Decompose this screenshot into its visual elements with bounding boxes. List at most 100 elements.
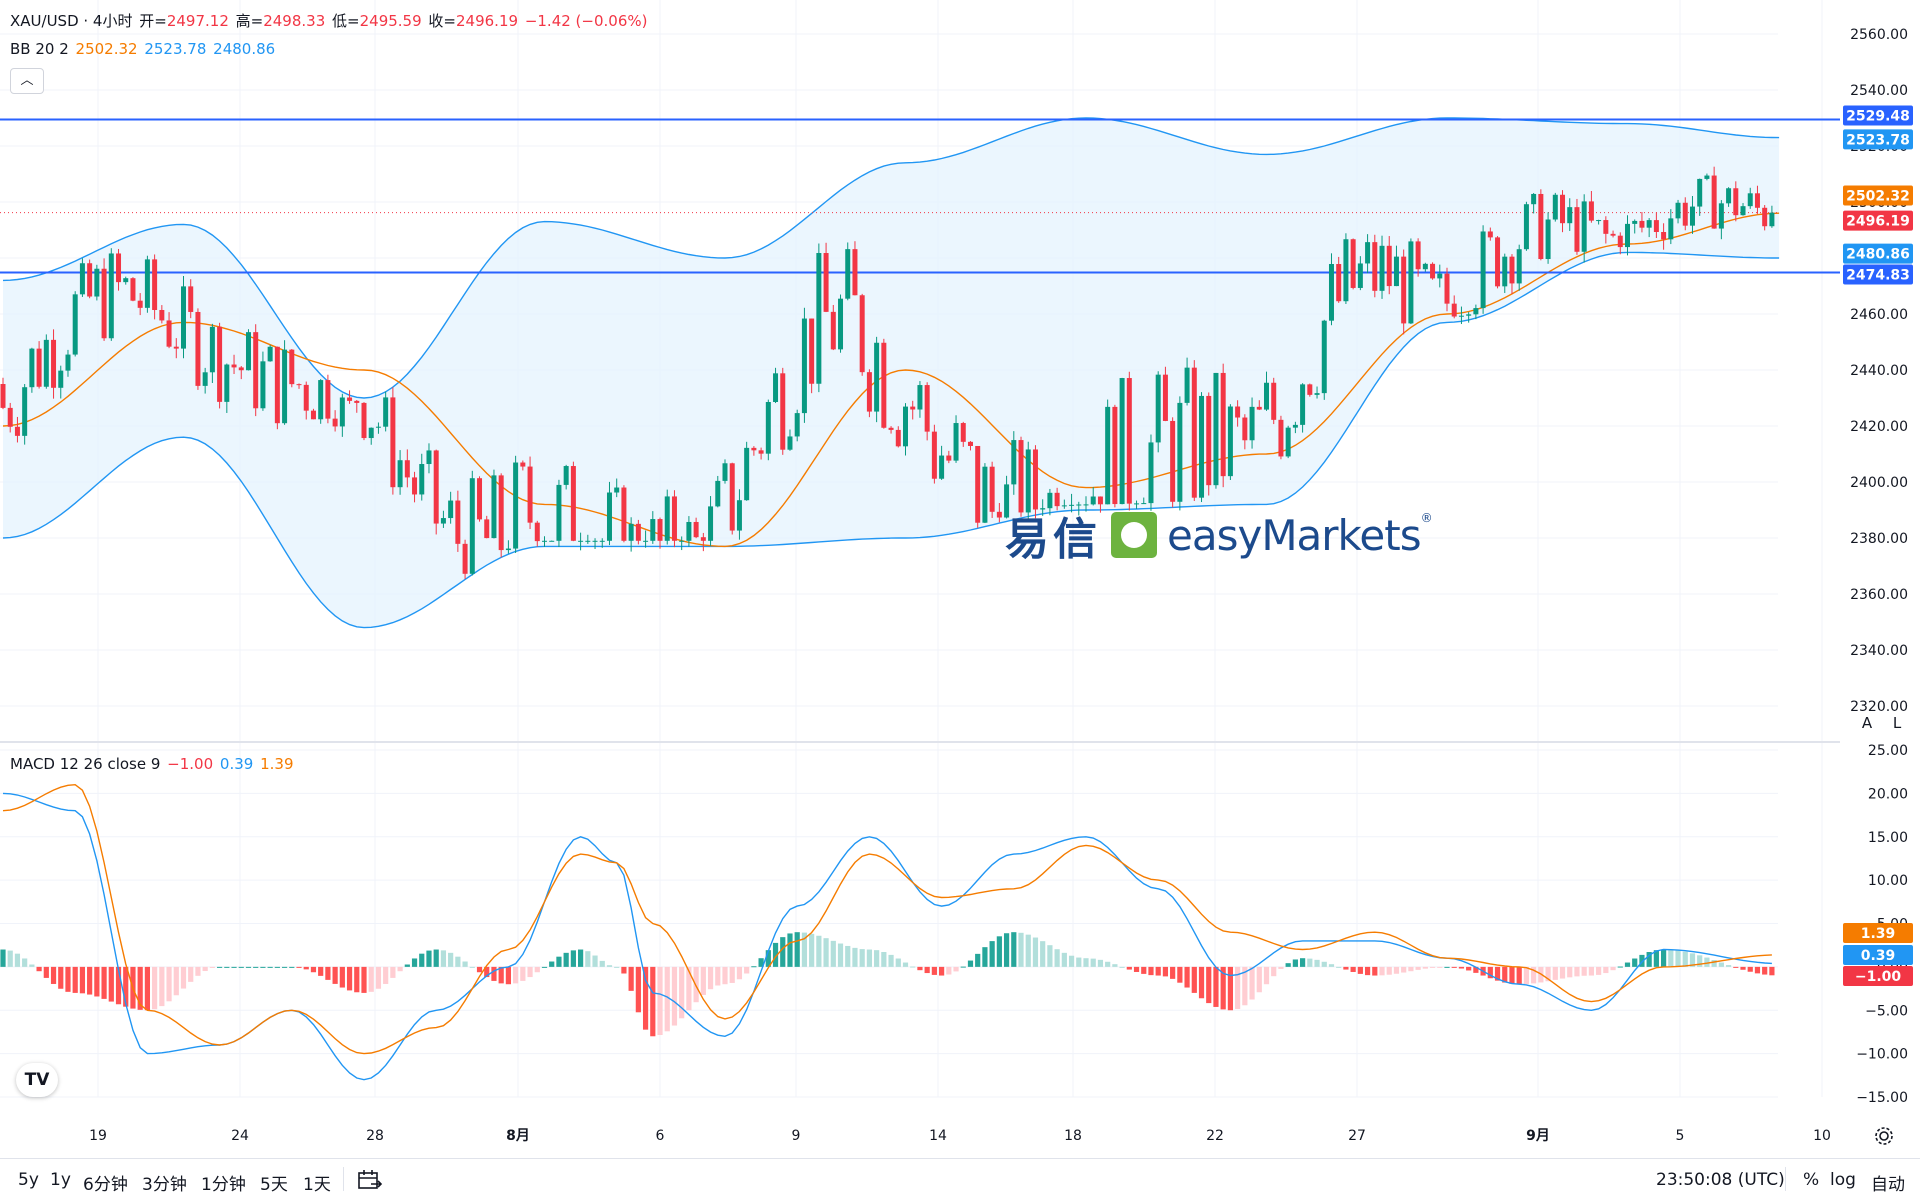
macd-hist-bar: [1177, 966, 1183, 983]
chart-canvas[interactable]: 2560.002540.002520.002500.002480.002460.…: [0, 0, 1920, 1158]
macd-hist-bar: [1588, 966, 1594, 976]
candle-body: [469, 478, 475, 574]
candle-body: [209, 326, 215, 373]
candle-body: [224, 364, 230, 402]
symbol-legend[interactable]: XAU/USD · 4小时 开=2497.12 高=2498.33 低=2495…: [10, 10, 649, 31]
time-tick-label: 8月: [506, 1128, 530, 1144]
macd-hist-bar: [1711, 959, 1717, 967]
macd-hist-bar: [339, 966, 345, 988]
macd-hist-bar: [1725, 965, 1732, 967]
macd-line-tag-bg: [1843, 945, 1913, 965]
timeframe-1y[interactable]: 1y: [50, 1170, 71, 1190]
bb-label: BB 20 2: [10, 40, 69, 58]
macd-hist-bar: [895, 958, 901, 967]
candle-body: [643, 540, 649, 542]
candle-body: [462, 543, 468, 574]
resistance-price-tag-bg: [1843, 105, 1913, 126]
last-price-tag-bg: [1843, 210, 1913, 231]
macd-legend[interactable]: MACD 12 26 close 9 −1.00 0.39 1.39: [10, 755, 296, 773]
timeframe-5y[interactable]: 5y: [18, 1170, 39, 1190]
macd-hist-bar: [1321, 961, 1327, 967]
candle-body: [722, 463, 728, 481]
settings-gear-icon[interactable]: [1873, 1125, 1895, 1147]
candle-body: [982, 466, 988, 523]
candle-body: [1653, 220, 1659, 233]
clock-time[interactable]: 23:50:08 (UTC): [1656, 1170, 1785, 1190]
candle-body: [354, 400, 360, 403]
macd-hist-bar: [1718, 962, 1724, 967]
macd-hist-bar: [606, 965, 613, 967]
timeframe-1min[interactable]: 1分钟: [201, 1175, 246, 1195]
auto-scale-button[interactable]: A: [1855, 712, 1879, 734]
macd-hist-bar: [989, 941, 995, 967]
macd-hist-bar: [541, 966, 548, 968]
macd-hist-bar: [50, 966, 57, 984]
tradingview-logo-icon[interactable]: TV: [16, 1063, 58, 1097]
registered-mark: ®: [1420, 511, 1433, 525]
macd-hist-bar: [1408, 966, 1414, 972]
candle-body: [1328, 264, 1334, 321]
macd-hist-bar: [794, 932, 800, 967]
log-scale-button[interactable]: L: [1885, 712, 1909, 734]
collapse-legend-button[interactable]: ︿: [10, 68, 44, 94]
timeframe-3min[interactable]: 3分钟: [142, 1175, 187, 1195]
macd-hist-bar: [1386, 966, 1392, 975]
macd-hist-bar: [1227, 966, 1233, 1011]
macd-hist-bar: [1307, 958, 1313, 967]
bb-basis-value: 2502.32: [75, 40, 138, 58]
time-tick-label: 28: [366, 1128, 384, 1144]
symbol-name: XAU/USD · 4小时: [10, 12, 133, 30]
candle-body: [773, 373, 779, 403]
candle-body: [960, 423, 966, 442]
percent-toggle[interactable]: %: [1803, 1170, 1820, 1190]
price-tick-label: 2560.00: [1850, 27, 1908, 43]
macd-hist-bar: [1494, 966, 1501, 981]
candle-body: [592, 540, 598, 542]
calendar-range-icon[interactable]: [357, 1169, 383, 1191]
macd-hist-bar: [318, 966, 324, 976]
macd-hist-bar: [657, 966, 663, 1036]
candle-body: [657, 519, 663, 541]
candle-body: [1314, 393, 1320, 395]
macd-hist-value: −1.00: [167, 755, 214, 773]
candle-body: [1069, 504, 1075, 506]
macd-hist-bar: [1379, 966, 1385, 976]
macd-hist-bar: [1040, 941, 1046, 967]
macd-histogram: [0, 932, 1775, 1037]
candle-body: [859, 295, 865, 373]
time-tick-label: 9月: [1526, 1128, 1550, 1144]
macd-hist-tag-bg: [1843, 966, 1913, 986]
macd-hist-bar: [1451, 966, 1457, 968]
candle-body: [1689, 206, 1695, 226]
timeframe-5d[interactable]: 5天: [260, 1175, 288, 1195]
candle-body: [440, 518, 446, 524]
auto-toggle[interactable]: 自动: [1871, 1175, 1905, 1195]
macd-tick-label: −15.00: [1856, 1090, 1908, 1106]
macd-hist-bar: [592, 955, 598, 967]
timeframe-1d[interactable]: 1天: [303, 1175, 331, 1195]
macd-hist-bar: [1437, 966, 1443, 968]
candle-body: [274, 346, 280, 424]
candle-body: [505, 548, 511, 551]
candle-body: [917, 385, 923, 410]
macd-hist-bar: [202, 966, 208, 972]
timeframe-6min[interactable]: 6分钟: [83, 1175, 128, 1195]
price-tick-label: 2320.00: [1850, 699, 1908, 715]
bb-legend[interactable]: BB 20 2 2502.32 2523.78 2480.86: [10, 40, 277, 58]
macd-hist-bar: [1415, 966, 1421, 970]
macd-hist-bar: [310, 966, 317, 973]
candle-body: [874, 342, 880, 412]
candle-body: [202, 372, 208, 386]
candle-body: [1408, 241, 1414, 324]
candle-body: [484, 519, 490, 539]
macd-hist-bar: [217, 966, 223, 968]
macd-hist-bar: [188, 966, 194, 982]
candle-body: [1307, 384, 1313, 395]
candle-body: [513, 462, 519, 549]
macd-hist-bar: [65, 966, 71, 992]
price-labels: 2529.48 2523.78 2502.32 2496.19 2480.86 2474.…: [1843, 105, 1913, 986]
candle-body: [1632, 220, 1638, 224]
candle-body: [58, 370, 64, 388]
log-toggle[interactable]: log: [1830, 1170, 1856, 1190]
candle-body: [412, 477, 418, 495]
